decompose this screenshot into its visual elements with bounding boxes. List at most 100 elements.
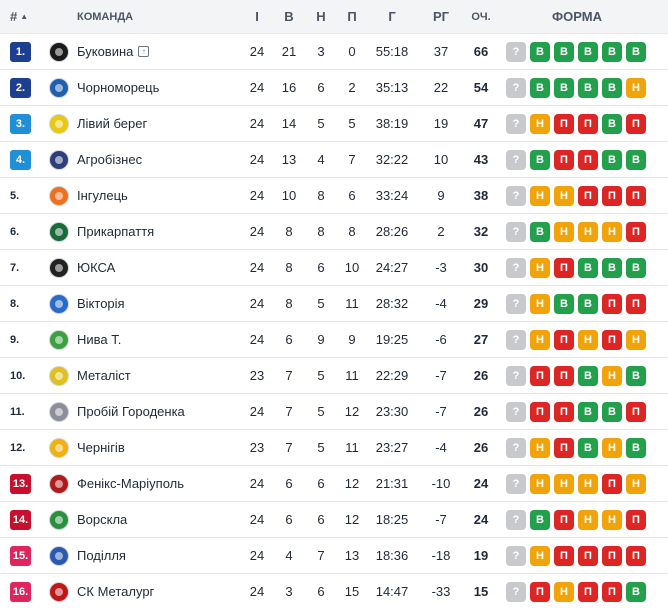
form-result-badge[interactable]: В xyxy=(530,149,550,170)
form-result-badge[interactable]: Н xyxy=(530,185,550,206)
form-result-badge[interactable]: В xyxy=(626,149,646,170)
table-row[interactable]: 8. Вікторія 24 8 5 11 28:32 -4 29? Н В В П П xyxy=(0,286,668,322)
form-result-badge[interactable]: П xyxy=(602,545,622,566)
form-result-badge[interactable]: Н xyxy=(554,581,574,602)
table-row[interactable]: 14. Ворскла 24 6 6 12 18:25 -7 24? В П Н Н П xyxy=(0,502,668,538)
team-name-link[interactable]: Фенікс-Маріуполь xyxy=(77,476,185,491)
next-match-badge[interactable]: ? xyxy=(506,41,526,62)
next-match-badge[interactable]: ? xyxy=(506,401,526,422)
next-match-badge[interactable]: ? xyxy=(506,257,526,278)
draws-header[interactable]: Н xyxy=(316,9,326,24)
form-result-badge[interactable]: Н xyxy=(554,185,574,206)
table-row[interactable]: 10. Металіст 23 7 5 11 22:29 -7 26? П П В Н В xyxy=(0,358,668,394)
form-result-badge[interactable]: Н xyxy=(602,365,622,386)
form-result-badge[interactable]: П xyxy=(602,293,622,314)
team-logo-icon[interactable] xyxy=(49,401,69,422)
rank-header[interactable]: # ▲ xyxy=(10,9,29,24)
form-result-badge[interactable]: П xyxy=(602,185,622,206)
form-result-badge[interactable]: П xyxy=(554,113,574,134)
form-result-badge[interactable]: Н xyxy=(530,437,550,458)
team-logo-icon[interactable] xyxy=(49,113,69,134)
team-name-link[interactable]: Лівий берег xyxy=(77,116,148,131)
wins-header[interactable]: В xyxy=(284,9,294,24)
team-name-link[interactable]: Поділля xyxy=(77,548,126,563)
form-result-badge[interactable]: П xyxy=(602,581,622,602)
team-logo-icon[interactable] xyxy=(49,221,69,242)
form-result-badge[interactable]: В xyxy=(578,365,598,386)
table-row[interactable]: 2. Чорноморець 24 16 6 2 35:13 22 54? В В В В Н xyxy=(0,70,668,106)
goal-diff-header[interactable]: РГ xyxy=(432,9,450,24)
form-result-badge[interactable]: В xyxy=(602,401,622,422)
team-name-link[interactable]: Вікторія xyxy=(77,296,125,311)
team-logo-icon[interactable] xyxy=(49,473,69,494)
form-result-badge[interactable]: Н xyxy=(626,77,646,98)
team-name-link[interactable]: Металіст xyxy=(77,368,131,383)
form-result-badge[interactable]: Н xyxy=(530,113,550,134)
form-result-badge[interactable]: П xyxy=(554,437,574,458)
team-logo-icon[interactable] xyxy=(49,41,69,62)
form-result-badge[interactable]: В xyxy=(626,365,646,386)
form-result-badge[interactable]: П xyxy=(626,293,646,314)
form-result-badge[interactable]: Н xyxy=(530,329,550,350)
form-result-badge[interactable]: П xyxy=(554,329,574,350)
form-result-badge[interactable]: В xyxy=(578,257,598,278)
form-result-badge[interactable]: В xyxy=(530,77,550,98)
form-result-badge[interactable]: В xyxy=(578,41,598,62)
form-result-badge[interactable]: П xyxy=(530,401,550,422)
team-logo-icon[interactable] xyxy=(49,329,69,350)
points-header[interactable]: ОЧ. xyxy=(471,10,491,23)
form-result-badge[interactable]: Н xyxy=(602,221,622,242)
form-result-badge[interactable]: В xyxy=(530,41,550,62)
form-result-badge[interactable]: П xyxy=(626,545,646,566)
team-name-link[interactable]: Прикарпаття xyxy=(77,224,155,239)
table-row[interactable]: 6. Прикарпаття 24 8 8 8 28:26 2 32? В Н Н Н П xyxy=(0,214,668,250)
form-result-badge[interactable]: В xyxy=(554,41,574,62)
team-logo-icon[interactable] xyxy=(49,149,69,170)
next-match-badge[interactable]: ? xyxy=(506,509,526,530)
team-name-link[interactable]: Пробій Городенка xyxy=(77,404,185,419)
form-result-badge[interactable]: П xyxy=(626,113,646,134)
table-row[interactable]: 5. Інгулець 24 10 8 6 33:24 9 38? Н Н П П П xyxy=(0,178,668,214)
team-logo-icon[interactable] xyxy=(49,509,69,530)
team-name-link[interactable]: Ворскла xyxy=(77,512,128,527)
next-match-badge[interactable]: ? xyxy=(506,185,526,206)
form-result-badge[interactable]: П xyxy=(626,509,646,530)
goals-header[interactable]: Г xyxy=(388,9,396,24)
form-result-badge[interactable]: Н xyxy=(626,473,646,494)
table-row[interactable]: 15. Поділля 24 4 7 13 18:36 -18 19? Н П П П П xyxy=(0,538,668,574)
next-match-badge[interactable]: ? xyxy=(506,437,526,458)
form-result-badge[interactable]: В xyxy=(578,77,598,98)
team-name-link[interactable]: Нива Т. xyxy=(77,332,122,347)
form-result-badge[interactable]: Н xyxy=(530,257,550,278)
form-result-badge[interactable]: В xyxy=(626,581,646,602)
next-match-badge[interactable]: ? xyxy=(506,77,526,98)
team-logo-icon[interactable] xyxy=(49,581,69,602)
team-name-link[interactable]: СК Металург xyxy=(77,584,155,599)
next-match-badge[interactable]: ? xyxy=(506,113,526,134)
form-result-badge[interactable]: В xyxy=(626,41,646,62)
form-result-badge[interactable]: П xyxy=(554,149,574,170)
table-row[interactable]: 11. Пробій Городенка 24 7 5 12 23:30 -7 26? П П В В П xyxy=(0,394,668,430)
form-result-badge[interactable]: П xyxy=(626,185,646,206)
form-result-badge[interactable]: В xyxy=(602,77,622,98)
form-result-badge[interactable]: П xyxy=(554,365,574,386)
team-name-link[interactable]: Інгулець xyxy=(77,188,128,203)
form-result-badge[interactable]: В xyxy=(530,221,550,242)
team-name-link[interactable]: Буковина xyxy=(77,44,134,59)
team-logo-icon[interactable] xyxy=(49,545,69,566)
form-result-badge[interactable]: В xyxy=(626,437,646,458)
form-result-badge[interactable]: П xyxy=(554,545,574,566)
team-logo-icon[interactable] xyxy=(49,257,69,278)
form-result-badge[interactable]: П xyxy=(626,401,646,422)
team-name-link[interactable]: Агробізнес xyxy=(77,152,143,167)
form-result-badge[interactable]: П xyxy=(602,473,622,494)
team-logo-icon[interactable] xyxy=(49,293,69,314)
form-result-badge[interactable]: П xyxy=(578,185,598,206)
table-row[interactable]: 13. Фенікс-Маріуполь 24 6 6 12 21:31 -10 24? Н Н Н П… xyxy=(0,466,668,502)
form-result-badge[interactable]: В xyxy=(554,77,574,98)
form-result-badge[interactable]: Н xyxy=(554,473,574,494)
table-row[interactable]: 3. Лівий берег 24 14 5 5 38:19 19 47? Н П П В П xyxy=(0,106,668,142)
team-logo-icon[interactable] xyxy=(49,365,69,386)
next-match-badge[interactable]: ? xyxy=(506,293,526,314)
form-result-badge[interactable]: Н xyxy=(602,437,622,458)
